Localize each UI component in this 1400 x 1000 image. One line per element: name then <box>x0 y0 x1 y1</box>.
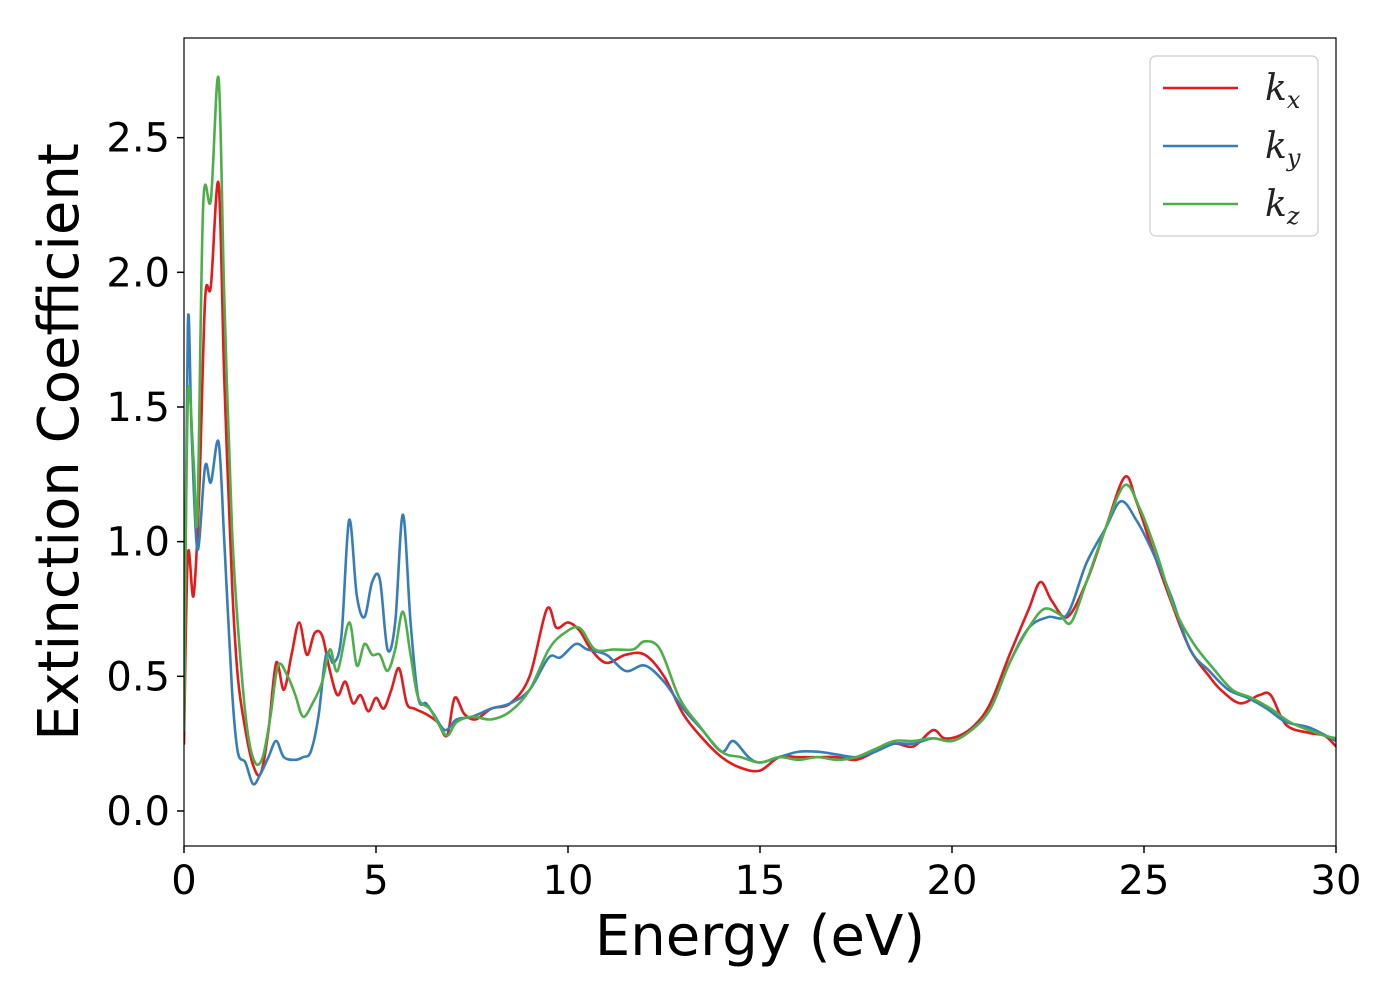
x-axis-label: Energy (eV) <box>595 904 925 969</box>
legend-label-k-z: kz <box>1265 184 1300 230</box>
x-tick-label: 10 <box>543 858 594 904</box>
y-axis: 0.0 0.5 1.0 1.5 2.0 2.5 <box>106 116 184 835</box>
x-tick-label: 25 <box>1119 858 1170 904</box>
x-tick-label: 30 <box>1311 858 1362 904</box>
y-tick-label: 1.5 <box>106 385 170 431</box>
x-tick-label: 20 <box>927 858 978 904</box>
y-tick-label: 0.0 <box>106 789 170 835</box>
x-tick-label: 0 <box>171 858 196 904</box>
series-line-k-z <box>184 75 1336 767</box>
legend-label-sub: x <box>1287 86 1301 114</box>
legend-label-sub: z <box>1286 202 1300 230</box>
y-tick-label: 1.0 <box>106 520 170 566</box>
legend-label-main: k <box>1265 126 1287 167</box>
legend-label-main: k <box>1265 68 1287 109</box>
series-line-k-x <box>184 180 1336 777</box>
legend-label-k-x: kx <box>1265 68 1301 114</box>
legend-label-sub: y <box>1286 144 1301 172</box>
y-tick-label: 2.0 <box>106 250 170 296</box>
x-tick-label: 5 <box>363 858 388 904</box>
y-tick-label: 0.5 <box>106 654 170 700</box>
legend-label-k-y: ky <box>1265 126 1301 172</box>
x-tick-label: 15 <box>735 858 786 904</box>
x-axis: 0 5 10 15 20 25 30 <box>171 846 1361 904</box>
y-tick-label: 2.5 <box>106 116 170 162</box>
y-axis-label: Extinction Coefficient <box>27 143 92 741</box>
legend-label-main: k <box>1265 184 1287 225</box>
series-layer <box>184 75 1336 786</box>
